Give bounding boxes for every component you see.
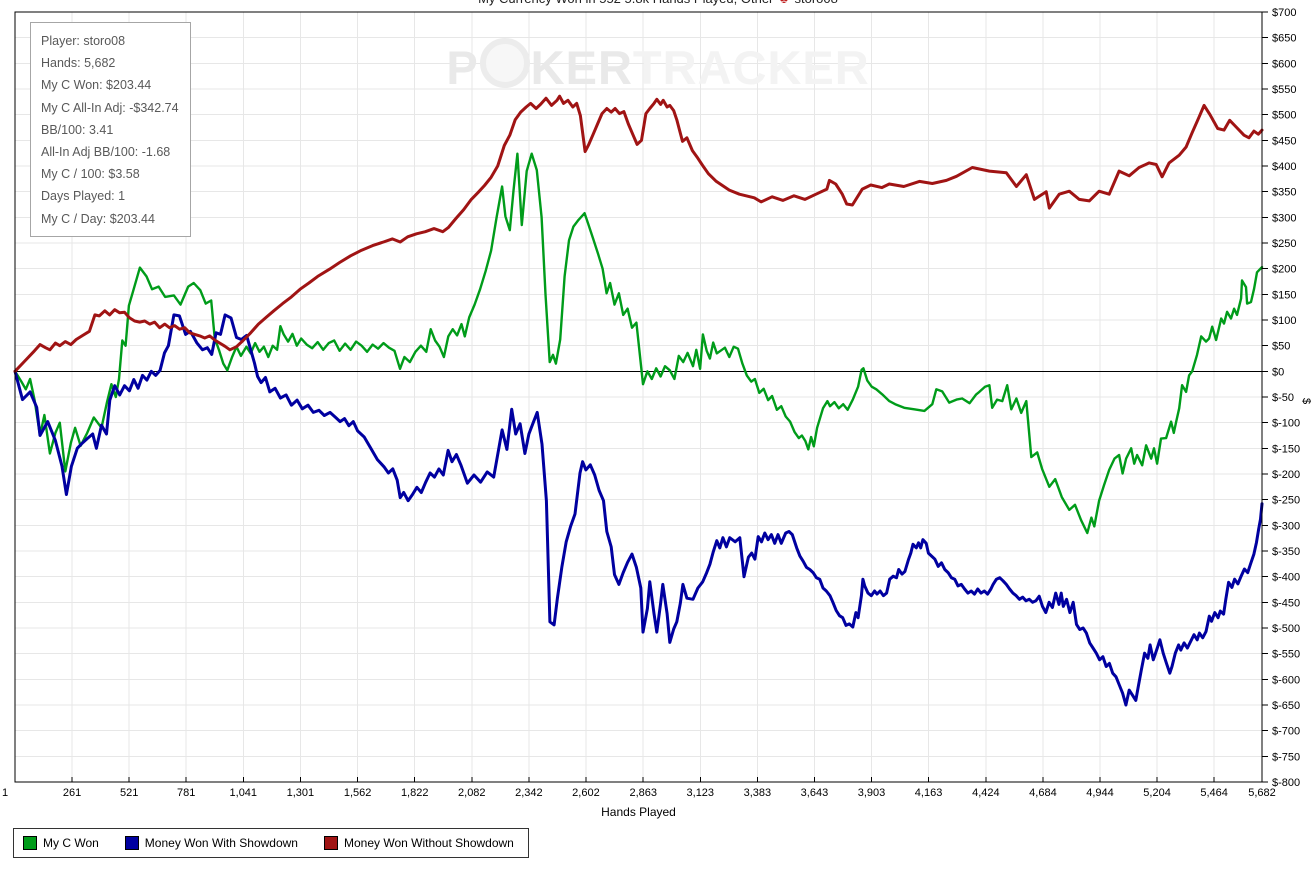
red-series-swatch-icon bbox=[323, 836, 338, 850]
svg-text:1,562: 1,562 bbox=[344, 787, 372, 799]
svg-text:$-450: $-450 bbox=[1272, 597, 1300, 609]
svg-text:4,684: 4,684 bbox=[1029, 787, 1057, 799]
stat-my-c-day: My C / Day: $203.44 bbox=[41, 211, 155, 226]
svg-text:5,682: 5,682 bbox=[1248, 787, 1276, 799]
svg-text:$-350: $-350 bbox=[1272, 546, 1300, 558]
legend-item-my-c-won: My C Won bbox=[23, 836, 99, 850]
legend-label: Money Won With Showdown bbox=[144, 836, 298, 850]
svg-text:521: 521 bbox=[120, 787, 138, 799]
svg-text:2,082: 2,082 bbox=[458, 787, 486, 799]
chart-title-text: My Currency Won in 552 5.8k Hands Played… bbox=[478, 0, 773, 6]
svg-text:$-300: $-300 bbox=[1272, 520, 1300, 532]
svg-text:3,123: 3,123 bbox=[687, 787, 715, 799]
svg-text:$350: $350 bbox=[1272, 187, 1296, 199]
svg-text:$-150: $-150 bbox=[1272, 443, 1300, 455]
svg-text:$-550: $-550 bbox=[1272, 649, 1300, 661]
svg-text:$500: $500 bbox=[1272, 110, 1296, 122]
svg-text:$550: $550 bbox=[1272, 84, 1296, 96]
svg-text:$-600: $-600 bbox=[1272, 674, 1300, 686]
svg-text:1,822: 1,822 bbox=[401, 787, 429, 799]
svg-text:$300: $300 bbox=[1272, 212, 1296, 224]
svg-text:$100: $100 bbox=[1272, 315, 1296, 327]
svg-text:$-100: $-100 bbox=[1272, 418, 1300, 430]
svg-text:$50: $50 bbox=[1272, 341, 1290, 353]
svg-text:5,204: 5,204 bbox=[1143, 787, 1171, 799]
blue-series-swatch-icon bbox=[124, 836, 139, 850]
svg-text:$-50: $-50 bbox=[1272, 392, 1294, 404]
chart-legend: My C Won Money Won With Showdown Money W… bbox=[13, 828, 529, 858]
svg-text:$400: $400 bbox=[1272, 161, 1296, 173]
x-axis-title: Hands Played bbox=[601, 805, 676, 819]
svg-text:$450: $450 bbox=[1272, 135, 1296, 147]
y-axis-title: $ bbox=[1300, 397, 1313, 405]
svg-text:$600: $600 bbox=[1272, 58, 1296, 70]
svg-text:$200: $200 bbox=[1272, 264, 1296, 276]
svg-text:2,602: 2,602 bbox=[572, 787, 600, 799]
legend-item-with-showdown: Money Won With Showdown bbox=[124, 836, 298, 850]
stat-all-in-adj: My C All-In Adj: -$342.74 bbox=[41, 100, 179, 115]
stat-days-played: Days Played: 1 bbox=[41, 189, 126, 204]
svg-text:2,863: 2,863 bbox=[629, 787, 657, 799]
svg-text:$250: $250 bbox=[1272, 238, 1296, 250]
stat-player: Player: storo08 bbox=[41, 34, 126, 48]
svg-text:$700: $700 bbox=[1272, 7, 1296, 19]
svg-text:$-700: $-700 bbox=[1272, 726, 1300, 738]
svg-text:261: 261 bbox=[63, 787, 81, 799]
svg-text:$-250: $-250 bbox=[1272, 495, 1300, 507]
svg-text:3,643: 3,643 bbox=[801, 787, 829, 799]
svg-text:781: 781 bbox=[177, 787, 195, 799]
svg-text:$-750: $-750 bbox=[1272, 751, 1300, 763]
svg-text:1: 1 bbox=[2, 787, 8, 799]
svg-text:$150: $150 bbox=[1272, 289, 1296, 301]
svg-text:$-500: $-500 bbox=[1272, 623, 1300, 635]
green-series-swatch-icon bbox=[23, 836, 37, 850]
stat-hands: Hands: 5,682 bbox=[41, 56, 116, 71]
session-stats-panel: Player: storo08 Hands: 5,682 My C Won: $… bbox=[30, 22, 191, 237]
svg-text:$650: $650 bbox=[1272, 33, 1296, 45]
chart-title-player: storo08 bbox=[795, 0, 838, 6]
svg-text:4,163: 4,163 bbox=[915, 787, 943, 799]
svg-text:$-400: $-400 bbox=[1272, 572, 1300, 584]
legend-label: My C Won bbox=[43, 836, 99, 850]
legend-item-without-showdown: Money Won Without Showdown bbox=[323, 836, 514, 850]
svg-text:$-200: $-200 bbox=[1272, 469, 1300, 481]
svg-text:3,903: 3,903 bbox=[858, 787, 886, 799]
svg-text:4,424: 4,424 bbox=[972, 787, 1000, 799]
svg-text:4,944: 4,944 bbox=[1086, 787, 1114, 799]
svg-text:$-800: $-800 bbox=[1272, 777, 1300, 789]
svg-text:5,464: 5,464 bbox=[1200, 787, 1228, 799]
svg-text:3,383: 3,383 bbox=[744, 787, 772, 799]
svg-text:1,301: 1,301 bbox=[287, 787, 315, 799]
stat-my-c-won: My C Won: $203.44 bbox=[41, 78, 152, 93]
stat-all-in-adj-bb100: All-In Adj BB/100: -1.68 bbox=[41, 145, 171, 160]
svg-text:2,342: 2,342 bbox=[515, 787, 543, 799]
legend-label: Money Won Without Showdown bbox=[343, 836, 514, 850]
svg-text:1,041: 1,041 bbox=[230, 787, 258, 799]
svg-text:$0: $0 bbox=[1272, 366, 1284, 378]
chart-title: My Currency Won in 552 5.8k Hands Played… bbox=[0, 0, 1316, 6]
club-suit-icon: ♣ bbox=[777, 0, 791, 6]
stat-bb100: BB/100: 3.41 bbox=[41, 122, 114, 137]
svg-text:$-650: $-650 bbox=[1272, 700, 1300, 712]
stat-my-c-100: My C / 100: $3.58 bbox=[41, 167, 140, 182]
